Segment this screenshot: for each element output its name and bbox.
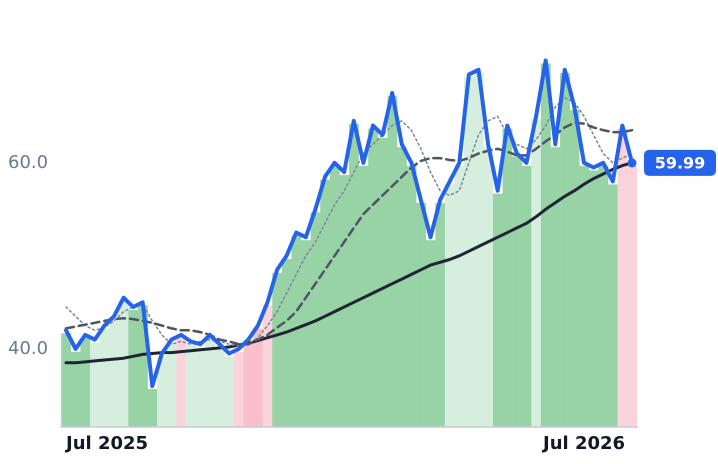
price-bar	[550, 147, 561, 427]
price-bar	[224, 356, 235, 427]
price-bar	[109, 319, 120, 427]
x-tick-label: Jul 2025	[64, 433, 148, 454]
price-bar	[291, 235, 302, 427]
price-bar	[492, 193, 503, 427]
price-bar	[185, 344, 196, 427]
price-bar	[329, 165, 340, 427]
series-line	[64, 58, 634, 389]
price-bar	[99, 328, 110, 427]
price-bar	[272, 272, 283, 427]
price-bar	[416, 203, 427, 427]
series-line	[64, 121, 634, 346]
price-bar	[435, 203, 446, 427]
price-bar	[540, 63, 551, 427]
price-bar	[349, 123, 359, 427]
price-bar	[147, 389, 158, 427]
price-bar	[377, 137, 388, 428]
price-bar	[396, 147, 407, 427]
price-bar	[301, 240, 311, 427]
price-bar	[262, 305, 273, 427]
series-line	[65, 96, 633, 347]
price-bar	[118, 300, 129, 427]
price-bar	[281, 258, 292, 427]
y-tick-label: 60.0	[8, 152, 48, 173]
price-bar	[195, 347, 206, 427]
price-bar	[320, 179, 331, 427]
price-bar	[521, 165, 532, 427]
price-bar	[233, 351, 244, 427]
price-bar	[579, 165, 590, 427]
price-bar	[473, 72, 484, 427]
price-bar	[243, 342, 254, 427]
price-bar	[157, 356, 168, 427]
price-bar	[512, 156, 522, 427]
price-bar	[176, 337, 187, 427]
price-bar	[444, 184, 455, 427]
price-bar	[627, 165, 638, 428]
last-value-label: 59.99	[655, 153, 706, 172]
price-bar	[569, 109, 580, 427]
price-bar	[89, 342, 100, 427]
price-bar	[598, 165, 609, 427]
last-point	[627, 158, 637, 168]
price-bar	[454, 165, 465, 427]
price-bar	[137, 305, 148, 427]
price-bar	[608, 184, 618, 427]
price-bar	[531, 119, 542, 427]
price-bar	[166, 342, 177, 427]
price-bar	[425, 240, 436, 427]
y-tick-label: 40.0	[8, 338, 48, 359]
price-bar	[406, 165, 417, 427]
price-bar	[560, 72, 570, 427]
price-bar	[502, 128, 513, 427]
price-bar	[214, 347, 225, 427]
price-bar	[339, 175, 350, 427]
price-bar	[368, 128, 379, 427]
price-bar	[128, 309, 139, 427]
price-bar	[617, 128, 628, 427]
price-bar	[80, 337, 91, 427]
last-value-badge	[644, 149, 716, 176]
price-bar	[205, 337, 215, 427]
x-tick-label: Jul 2026	[541, 433, 625, 454]
price-bar	[387, 96, 398, 427]
price-bar	[61, 333, 72, 427]
price-bar	[483, 147, 494, 427]
price-bar	[70, 351, 81, 427]
price-bar	[253, 328, 263, 427]
price-bar	[588, 170, 599, 427]
